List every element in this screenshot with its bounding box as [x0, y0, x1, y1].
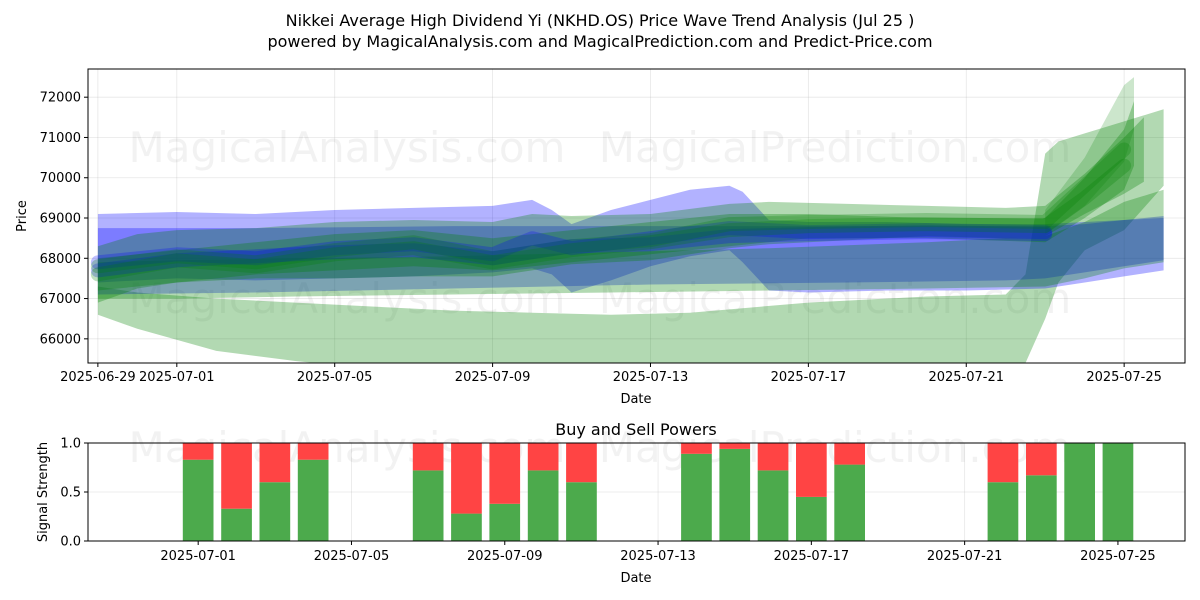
chart-title-line2: powered by MagicalAnalysis.com and Magic…	[267, 32, 932, 51]
sell-power-bar	[297, 443, 329, 460]
price-band-green	[97, 101, 1134, 291]
buy-power-bar	[412, 470, 444, 541]
signal-x-tick-label: 2025-07-17	[774, 549, 850, 564]
sell-power-bar	[527, 443, 559, 471]
signal-bars	[182, 443, 1134, 541]
buy-power-bar	[527, 470, 559, 541]
signal-x-tick-label: 2025-07-05	[314, 549, 390, 564]
buy-power-bar	[719, 448, 751, 541]
sell-power-bar	[681, 443, 712, 454]
buy-power-bar	[1026, 475, 1057, 541]
watermark-prediction-lower: MagicalPrediction.com	[599, 274, 1072, 323]
price-y-tick-label: 70000	[40, 171, 81, 186]
signal-y-tick-label: 0.5	[60, 486, 81, 501]
price-band-green	[97, 189, 1164, 299]
price-grid	[88, 69, 1185, 363]
signal-panel: Buy and Sell Powers MagicalAnalysis.com …	[36, 420, 1186, 586]
price-x-tick-label: 2025-06-29	[60, 370, 136, 385]
watermark-analysis-lower: MagicalAnalysis.com	[129, 274, 566, 323]
sell-power-bar	[757, 443, 789, 471]
price-band-blue	[97, 185, 1164, 293]
price-wave-line-green	[90, 158, 1132, 282]
buy-power-bar	[489, 503, 521, 541]
price-plot-area	[88, 69, 1185, 363]
sell-power-bar	[719, 443, 751, 449]
price-y-tick-label: 71000	[40, 131, 81, 146]
sell-power-bar	[259, 443, 291, 483]
price-x-tick-label: 2025-07-25	[1086, 370, 1162, 385]
signal-x-tick-label: 2025-07-01	[160, 549, 236, 564]
price-watermarks: MagicalAnalysis.com MagicalPrediction.co…	[129, 123, 1072, 323]
buy-power-bar	[987, 482, 1019, 541]
price-y-tick-label: 68000	[40, 252, 81, 267]
sell-power-bar	[451, 443, 482, 514]
buy-power-bar	[757, 470, 789, 541]
price-y-tick-label: 67000	[40, 292, 81, 307]
sell-power-bar	[834, 443, 865, 465]
price-band-green	[97, 117, 1144, 303]
signal-y-ticks: 0.0 0.5 1.0	[60, 437, 88, 550]
price-y-tick-label: 69000	[40, 212, 81, 227]
watermark-prediction-upper: MagicalPrediction.com	[599, 123, 1072, 172]
buy-power-bar	[1064, 443, 1095, 541]
sell-power-bar	[489, 443, 521, 504]
signal-x-axis-label: Date	[620, 571, 651, 586]
sell-power-bar	[566, 443, 597, 483]
price-wave-line-green	[90, 142, 1132, 274]
buy-power-bar	[1102, 443, 1134, 541]
signal-y-tick-label: 0.0	[60, 535, 81, 550]
signal-x-tick-label: 2025-07-09	[467, 549, 543, 564]
watermark-analysis-upper: MagicalAnalysis.com	[129, 123, 566, 172]
signal-x-tick-label: 2025-07-21	[927, 549, 1003, 564]
price-panel: MagicalAnalysis.com MagicalPrediction.co…	[15, 68, 1186, 407]
price-y-tick-label: 72000	[40, 91, 81, 106]
price-x-axis-label: Date	[620, 392, 651, 407]
buy-power-bar	[796, 496, 827, 541]
sell-power-bar	[987, 443, 1019, 483]
price-x-tick-label: 2025-07-21	[928, 370, 1004, 385]
buy-power-bar	[221, 508, 252, 541]
buy-power-bar	[451, 513, 482, 541]
sell-power-bar	[221, 443, 252, 509]
price-y-ticks: 66000 67000 68000 69000 70000 71000 72000	[40, 91, 88, 347]
price-band-green	[97, 109, 1164, 363]
chart-title-line1: Nikkei Average High Dividend Yi (NKHD.OS…	[286, 11, 915, 30]
price-wave-line-blue	[90, 225, 1053, 278]
buy-power-bar	[259, 482, 291, 541]
buy-power-bar	[834, 464, 865, 541]
sell-power-bar	[796, 443, 827, 497]
price-x-tick-label: 2025-07-09	[455, 370, 531, 385]
price-wave-line-blue	[90, 221, 1053, 270]
price-bands	[97, 77, 1164, 363]
signal-y-axis-label: Signal Strength	[36, 442, 51, 542]
signal-panel-title: Buy and Sell Powers	[555, 420, 717, 439]
buy-power-bar	[297, 459, 329, 541]
price-x-tick-label: 2025-07-01	[139, 370, 215, 385]
price-x-tick-label: 2025-07-17	[771, 370, 847, 385]
signal-y-tick-label: 1.0	[60, 437, 81, 452]
price-x-tick-label: 2025-07-05	[297, 370, 373, 385]
sell-power-bar	[1026, 443, 1057, 476]
price-axes-frame	[87, 68, 1186, 364]
price-x-tick-label: 2025-07-13	[613, 370, 689, 385]
price-x-ticks: 2025-06-29 2025-07-01 2025-07-05 2025-07-09…	[60, 363, 1162, 385]
buy-power-bar	[566, 482, 597, 541]
signal-x-tick-label: 2025-07-13	[620, 549, 696, 564]
buy-power-bar	[681, 453, 712, 541]
price-y-tick-label: 66000	[40, 332, 81, 347]
price-band-blue	[97, 216, 1164, 295]
price-wave-lines	[90, 142, 1132, 282]
price-band-green	[1045, 77, 1134, 235]
signal-x-tick-label: 2025-07-25	[1080, 549, 1156, 564]
sell-power-bar	[412, 443, 444, 471]
price-plot-clip	[90, 77, 1164, 363]
buy-power-bar	[182, 459, 214, 541]
price-y-axis-label: Price	[15, 200, 30, 232]
signal-x-ticks: 2025-07-01 2025-07-05 2025-07-09 2025-07-13…	[160, 541, 1156, 564]
sell-power-bar	[182, 443, 214, 460]
